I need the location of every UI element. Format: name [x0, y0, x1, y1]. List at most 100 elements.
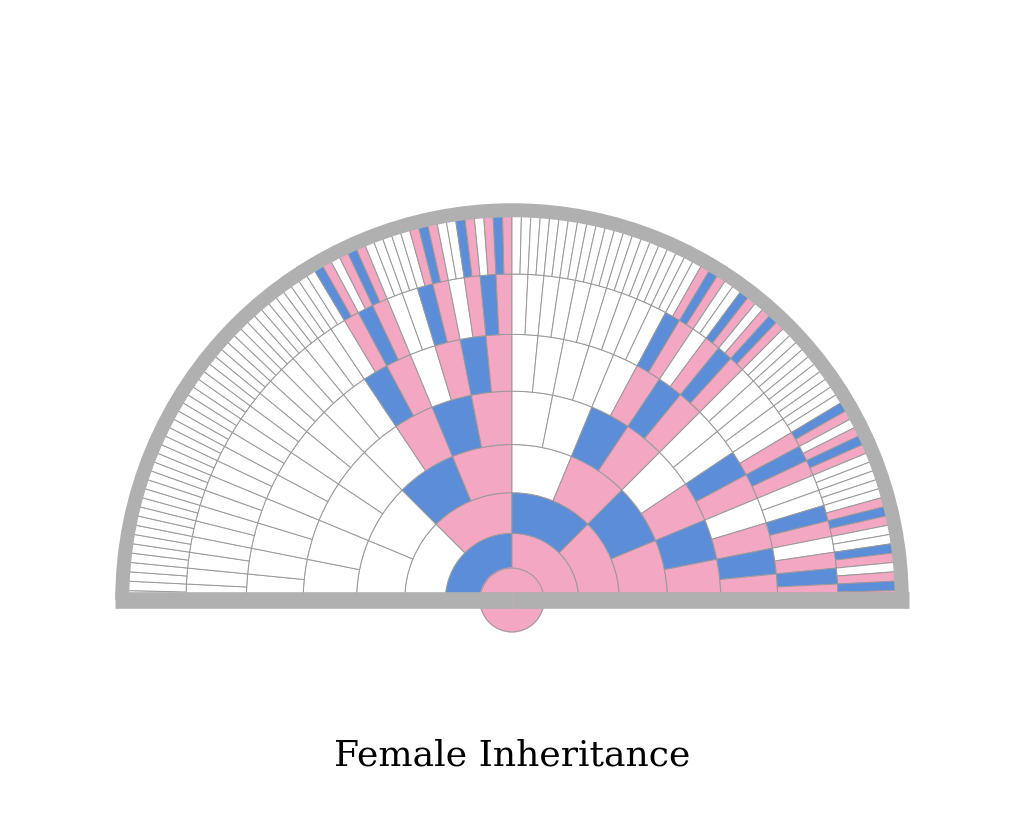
- Wedge shape: [373, 299, 411, 360]
- Wedge shape: [528, 211, 541, 275]
- Text: Female Inheritance: Female Inheritance: [334, 738, 690, 772]
- Wedge shape: [551, 277, 575, 339]
- Wedge shape: [317, 329, 365, 386]
- Circle shape: [480, 568, 544, 632]
- Wedge shape: [686, 270, 728, 329]
- Wedge shape: [362, 236, 394, 299]
- Wedge shape: [136, 487, 200, 513]
- Wedge shape: [512, 533, 579, 600]
- Wedge shape: [644, 244, 679, 305]
- Wedge shape: [753, 460, 813, 498]
- Wedge shape: [344, 312, 387, 372]
- Wedge shape: [282, 359, 334, 412]
- Wedge shape: [717, 549, 776, 580]
- Wedge shape: [774, 368, 830, 412]
- Wedge shape: [418, 284, 447, 346]
- Wedge shape: [816, 459, 879, 491]
- Wedge shape: [567, 216, 588, 281]
- Wedge shape: [544, 213, 560, 276]
- Wedge shape: [182, 384, 241, 426]
- Wedge shape: [168, 408, 228, 446]
- Wedge shape: [319, 484, 383, 540]
- Wedge shape: [338, 453, 402, 513]
- Wedge shape: [828, 506, 892, 528]
- Wedge shape: [681, 348, 731, 403]
- Wedge shape: [637, 312, 680, 372]
- Wedge shape: [305, 339, 353, 395]
- Wedge shape: [124, 552, 188, 568]
- Wedge shape: [303, 265, 344, 324]
- Wedge shape: [764, 353, 819, 400]
- Wedge shape: [345, 244, 380, 305]
- Wedge shape: [800, 417, 860, 454]
- Wedge shape: [630, 236, 662, 299]
- Wedge shape: [402, 288, 435, 350]
- Wedge shape: [778, 375, 836, 419]
- Wedge shape: [572, 346, 613, 407]
- Wedge shape: [553, 456, 622, 524]
- Wedge shape: [824, 487, 888, 513]
- Wedge shape: [244, 311, 293, 364]
- Wedge shape: [512, 274, 528, 334]
- Wedge shape: [248, 549, 307, 580]
- Wedge shape: [432, 395, 481, 456]
- Wedge shape: [532, 336, 564, 395]
- Wedge shape: [837, 562, 901, 576]
- Wedge shape: [792, 400, 851, 439]
- Wedge shape: [584, 220, 606, 284]
- Wedge shape: [156, 433, 217, 468]
- Wedge shape: [260, 381, 315, 432]
- Wedge shape: [628, 379, 681, 438]
- Wedge shape: [199, 360, 255, 406]
- Wedge shape: [690, 359, 742, 412]
- Wedge shape: [126, 533, 190, 552]
- Wedge shape: [319, 256, 358, 317]
- Wedge shape: [365, 365, 414, 427]
- Wedge shape: [601, 293, 637, 354]
- Wedge shape: [538, 276, 560, 337]
- Wedge shape: [577, 284, 606, 346]
- Wedge shape: [754, 339, 807, 387]
- Wedge shape: [512, 391, 553, 448]
- Wedge shape: [746, 446, 807, 486]
- Wedge shape: [709, 381, 764, 432]
- Wedge shape: [343, 379, 396, 438]
- Wedge shape: [718, 393, 774, 442]
- Wedge shape: [272, 287, 317, 343]
- Wedge shape: [512, 444, 571, 501]
- Wedge shape: [699, 281, 744, 339]
- Wedge shape: [826, 496, 890, 521]
- Wedge shape: [543, 395, 592, 456]
- Wedge shape: [740, 433, 800, 475]
- Wedge shape: [493, 210, 504, 275]
- Wedge shape: [835, 543, 899, 560]
- Wedge shape: [173, 400, 232, 439]
- Wedge shape: [247, 574, 304, 600]
- Wedge shape: [766, 506, 828, 535]
- Wedge shape: [736, 318, 787, 370]
- Wedge shape: [205, 475, 266, 511]
- Wedge shape: [712, 522, 772, 559]
- Wedge shape: [418, 220, 440, 284]
- Wedge shape: [125, 543, 189, 560]
- Wedge shape: [436, 493, 512, 553]
- Wedge shape: [834, 533, 898, 552]
- Wedge shape: [813, 451, 876, 483]
- Wedge shape: [733, 419, 792, 464]
- Wedge shape: [311, 261, 351, 320]
- Wedge shape: [666, 256, 705, 317]
- Wedge shape: [731, 311, 780, 364]
- Wedge shape: [122, 581, 186, 592]
- Wedge shape: [575, 218, 597, 282]
- Wedge shape: [229, 324, 282, 375]
- Wedge shape: [777, 584, 838, 600]
- Wedge shape: [270, 370, 325, 422]
- Wedge shape: [707, 287, 752, 343]
- Wedge shape: [686, 453, 746, 501]
- Wedge shape: [134, 496, 198, 521]
- Wedge shape: [217, 446, 278, 486]
- Wedge shape: [560, 214, 579, 279]
- Wedge shape: [680, 265, 721, 324]
- Wedge shape: [337, 248, 373, 309]
- Wedge shape: [838, 591, 902, 600]
